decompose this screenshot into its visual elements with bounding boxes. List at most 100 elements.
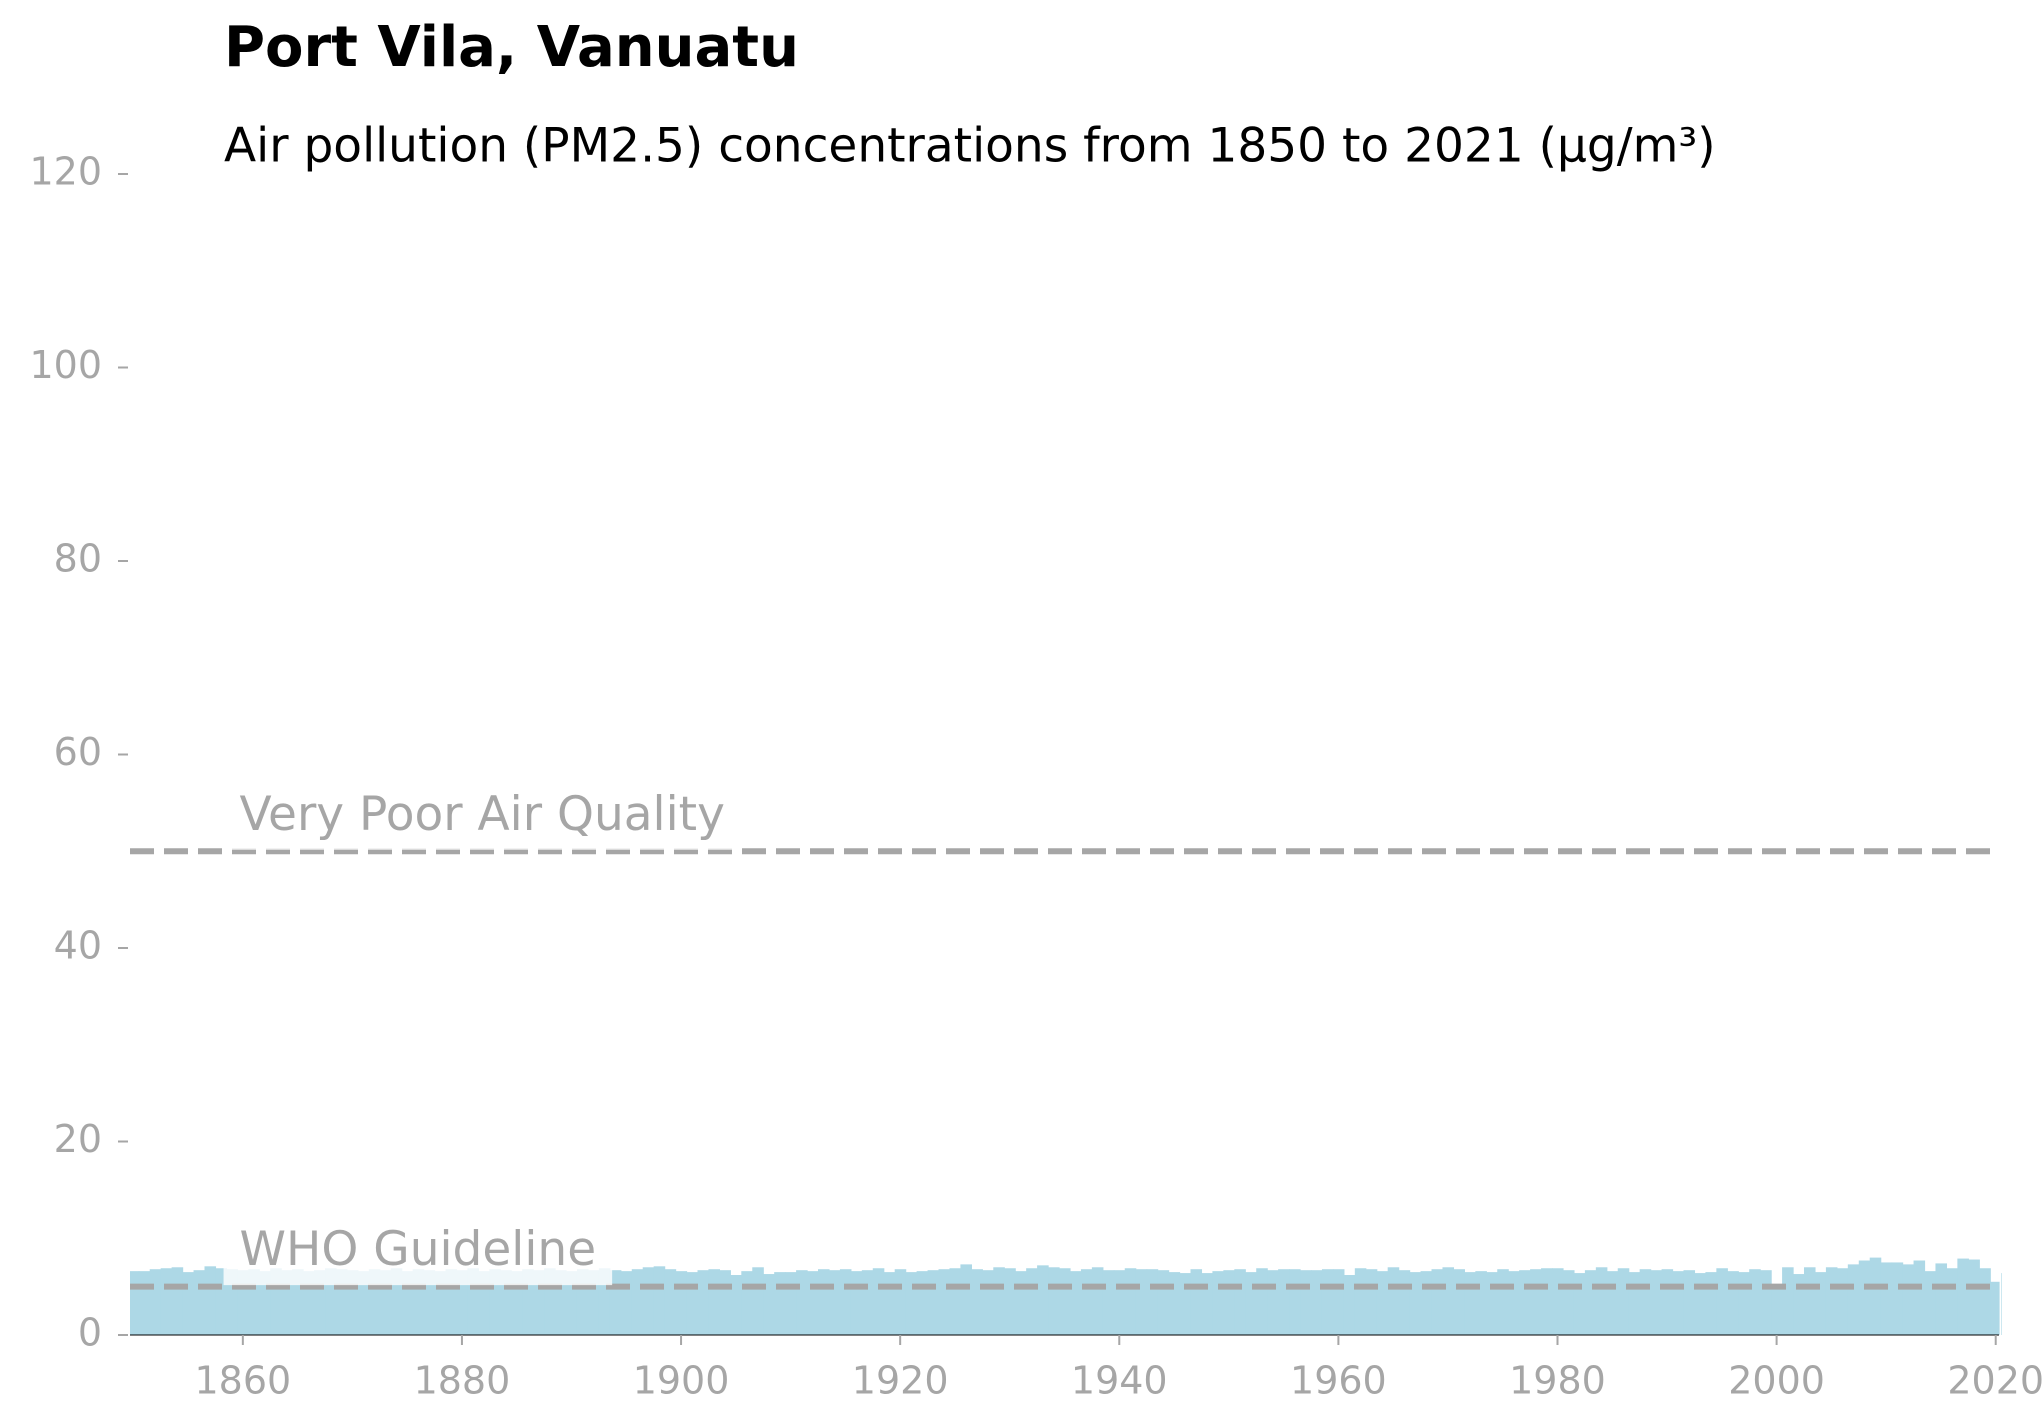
x-tick-label: 1900 bbox=[633, 1359, 730, 1403]
bar bbox=[1113, 1270, 1126, 1335]
bar bbox=[1957, 1258, 1969, 1335]
bar bbox=[1628, 1272, 1641, 1335]
bar bbox=[1037, 1265, 1049, 1335]
bar bbox=[576, 1269, 589, 1335]
bar bbox=[1004, 1268, 1016, 1335]
bar bbox=[412, 1269, 425, 1335]
bar bbox=[1782, 1267, 1794, 1335]
bar bbox=[653, 1266, 666, 1335]
bar bbox=[1048, 1267, 1060, 1335]
bar bbox=[796, 1270, 808, 1335]
bar bbox=[248, 1269, 260, 1335]
bar bbox=[1168, 1272, 1181, 1335]
label-background bbox=[223, 1218, 613, 1286]
bar bbox=[1234, 1269, 1246, 1335]
bar bbox=[401, 1271, 414, 1335]
bar bbox=[1705, 1272, 1717, 1335]
bar bbox=[1825, 1267, 1838, 1335]
bar bbox=[1398, 1270, 1411, 1335]
bar bbox=[1814, 1272, 1827, 1335]
bar bbox=[1332, 1269, 1345, 1335]
reference-label: WHO Guideline bbox=[240, 1222, 597, 1277]
bar bbox=[500, 1270, 512, 1335]
bar bbox=[1146, 1269, 1159, 1335]
bar bbox=[346, 1270, 359, 1335]
bar bbox=[1310, 1270, 1323, 1335]
bar bbox=[1738, 1272, 1750, 1335]
x-tick-label: 1880 bbox=[414, 1359, 511, 1403]
y-tick-label: 120 bbox=[29, 150, 102, 194]
y-tick-label: 100 bbox=[29, 343, 102, 387]
bar bbox=[752, 1267, 764, 1335]
bar bbox=[675, 1271, 688, 1335]
bar bbox=[1562, 1270, 1575, 1335]
bar bbox=[281, 1270, 293, 1335]
bar bbox=[807, 1271, 819, 1335]
bar bbox=[1486, 1272, 1498, 1335]
bar bbox=[1289, 1269, 1301, 1335]
bar bbox=[1245, 1272, 1257, 1335]
bar bbox=[1847, 1264, 1860, 1335]
bar bbox=[905, 1272, 918, 1335]
bar bbox=[522, 1269, 534, 1335]
bar bbox=[204, 1266, 217, 1335]
bar bbox=[1431, 1269, 1444, 1335]
bar bbox=[566, 1271, 578, 1335]
bar bbox=[839, 1269, 852, 1335]
bar bbox=[1803, 1267, 1816, 1335]
bar bbox=[138, 1271, 151, 1335]
bar bbox=[325, 1268, 337, 1335]
bar bbox=[511, 1271, 523, 1335]
bar bbox=[1157, 1270, 1170, 1335]
bar bbox=[1672, 1271, 1685, 1335]
bar bbox=[1256, 1268, 1268, 1335]
bar bbox=[270, 1268, 282, 1335]
bar bbox=[1212, 1271, 1224, 1335]
bar bbox=[1902, 1264, 1915, 1335]
bar bbox=[708, 1269, 721, 1335]
bar bbox=[1420, 1271, 1433, 1335]
bar bbox=[237, 1270, 249, 1335]
bar bbox=[642, 1267, 655, 1335]
bar bbox=[1102, 1270, 1115, 1335]
bar bbox=[1223, 1270, 1235, 1335]
bar bbox=[1519, 1270, 1531, 1335]
x-tick-label: 1960 bbox=[1290, 1359, 1387, 1403]
x-tick-label: 2000 bbox=[1728, 1359, 1825, 1403]
bar bbox=[697, 1270, 710, 1335]
bar bbox=[587, 1270, 600, 1335]
bar bbox=[1913, 1260, 1926, 1335]
bar bbox=[960, 1264, 972, 1335]
bar bbox=[1749, 1269, 1761, 1335]
bar bbox=[1201, 1273, 1213, 1335]
bar bbox=[489, 1269, 501, 1335]
bar bbox=[1300, 1270, 1312, 1335]
bar bbox=[1442, 1267, 1455, 1335]
bar bbox=[533, 1270, 545, 1335]
bar bbox=[1694, 1273, 1706, 1335]
bar bbox=[314, 1270, 326, 1335]
bar bbox=[686, 1272, 699, 1335]
bar bbox=[215, 1268, 228, 1335]
bar bbox=[993, 1267, 1005, 1335]
bar bbox=[467, 1268, 479, 1335]
bar bbox=[1990, 1281, 2000, 1335]
x-tick-label: 1920 bbox=[852, 1359, 949, 1403]
bar bbox=[741, 1271, 753, 1335]
y-tick-label: 40 bbox=[54, 924, 102, 968]
bar bbox=[1793, 1274, 1805, 1335]
chart-title: Port Vila, Vanuatu bbox=[224, 15, 799, 80]
bar bbox=[1190, 1269, 1203, 1335]
bar bbox=[1475, 1271, 1487, 1335]
bar bbox=[160, 1268, 173, 1335]
y-tick-label: 80 bbox=[54, 537, 102, 581]
bar bbox=[1278, 1269, 1290, 1335]
bar bbox=[785, 1272, 797, 1335]
bar bbox=[949, 1268, 962, 1335]
bar bbox=[1464, 1272, 1476, 1335]
bar bbox=[598, 1268, 611, 1335]
bar bbox=[1935, 1263, 1948, 1335]
bar bbox=[335, 1269, 348, 1335]
bar bbox=[1321, 1269, 1334, 1335]
